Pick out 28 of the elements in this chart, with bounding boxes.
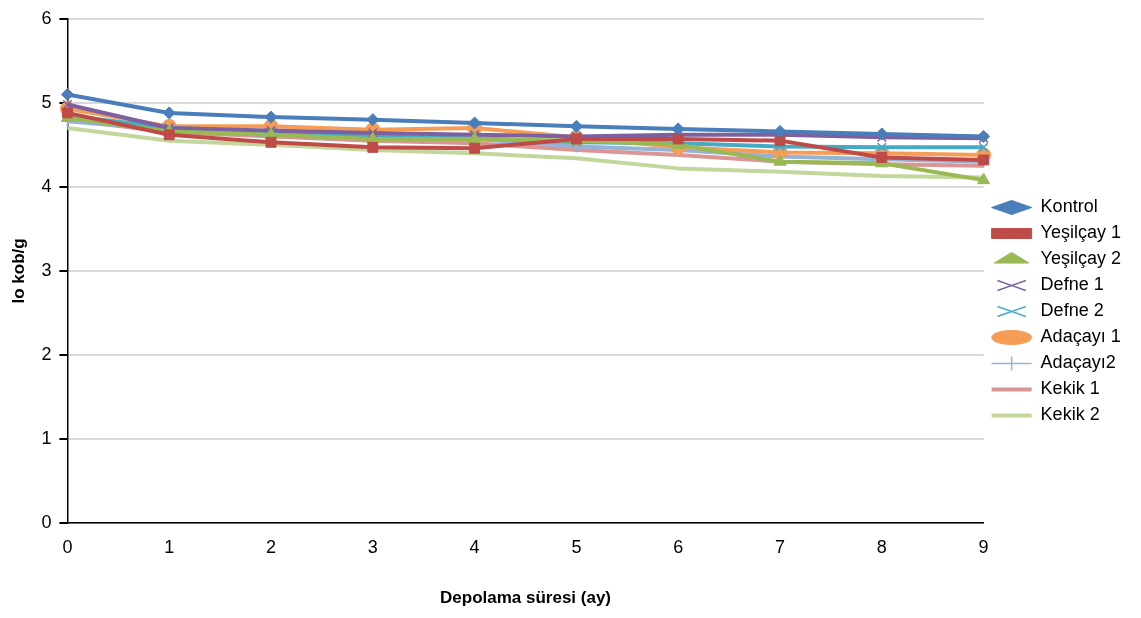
x-tick-label: 9 — [978, 536, 989, 557]
x-tick-label: 1 — [164, 536, 175, 557]
y-tick-label: 1 — [41, 427, 52, 448]
x-tick-label: 6 — [673, 536, 684, 557]
x-tick-label: 5 — [571, 536, 582, 557]
x-tick-label: 8 — [876, 536, 887, 557]
legend-label: Defne 2 — [1040, 300, 1104, 321]
y-tick-label: 0 — [41, 511, 52, 532]
y-tick-label: 4 — [41, 175, 52, 196]
legend-label: Defne 1 — [1040, 274, 1104, 295]
x-tick-label: 0 — [62, 536, 73, 557]
y-tick-label: 3 — [41, 259, 52, 280]
y-tick-label: 2 — [41, 343, 52, 364]
legend-label: Kontrol — [1040, 196, 1098, 217]
legend-label: Yeşilçay 1 — [1040, 222, 1122, 243]
legend-label: Adaçayı2 — [1040, 352, 1116, 373]
x-tick-label: 3 — [367, 536, 378, 557]
y-tick-label: 6 — [41, 7, 52, 28]
legend-label: Yeşilçay 2 — [1040, 248, 1122, 269]
x-axis-title: Depolama süresi (ay) — [440, 588, 612, 608]
y-tick-label: 5 — [41, 91, 52, 112]
legend-label: Kekik 2 — [1040, 404, 1100, 425]
x-tick-label: 2 — [266, 536, 277, 557]
y-axis-title: lo kob/g — [8, 238, 28, 304]
x-tick-label: 7 — [775, 536, 786, 557]
legend-label: Kekik 1 — [1040, 378, 1100, 399]
x-tick-label: 4 — [469, 536, 480, 557]
legend-label: Adaçayı 1 — [1040, 326, 1121, 347]
